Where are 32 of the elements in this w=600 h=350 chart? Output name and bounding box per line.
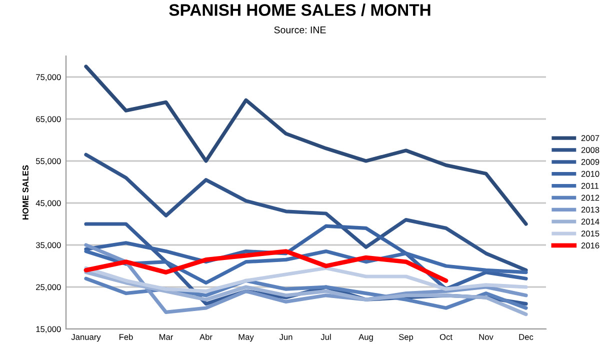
legend-label: 2012 (581, 194, 600, 201)
x-tick-label: Feb (120, 334, 133, 340)
y-tick-label: 15,000 (36, 326, 61, 334)
x-tick-label: Mar (160, 334, 174, 340)
x-tick-label: Abr (200, 334, 212, 340)
legend-label: 2015 (581, 230, 600, 237)
x-tick-label: Aug (358, 334, 373, 342)
chart-subtitle: Source: INE (274, 26, 326, 34)
y-tick-label: 65,000 (36, 116, 61, 124)
y-tick-label: 55,000 (36, 158, 61, 166)
legend-label: 2009 (581, 159, 600, 165)
x-tick-label: January (71, 334, 101, 342)
legend-label: 2007 (581, 135, 600, 142)
y-tick-label: 25,000 (36, 284, 61, 292)
legend-label: 2010 (581, 170, 600, 177)
x-tick-label: Jul (320, 334, 331, 340)
y-tick-label: 45,000 (36, 200, 61, 208)
x-tick-label: Jun (279, 334, 292, 340)
x-tick-label: Dec (519, 334, 534, 340)
y-tick-label: 35,000 (36, 242, 61, 250)
x-tick-label: Oct (440, 334, 452, 340)
legend-label: 2014 (581, 218, 600, 225)
y-axis-title: HOME SALES (22, 165, 28, 220)
legend-label: 2008 (581, 147, 600, 153)
y-tick-label: 75,000 (36, 74, 61, 82)
chart-title: SPANISH HOME SALES / MONTH (169, 4, 430, 16)
x-tick-label: May (238, 334, 254, 342)
legend-label: 2013 (581, 206, 600, 213)
x-tick-label: Sep (398, 334, 414, 342)
legend-label: 2016 (581, 242, 600, 248)
x-tick-label: Nov (479, 334, 494, 340)
legend-label: 2011 (581, 182, 599, 189)
